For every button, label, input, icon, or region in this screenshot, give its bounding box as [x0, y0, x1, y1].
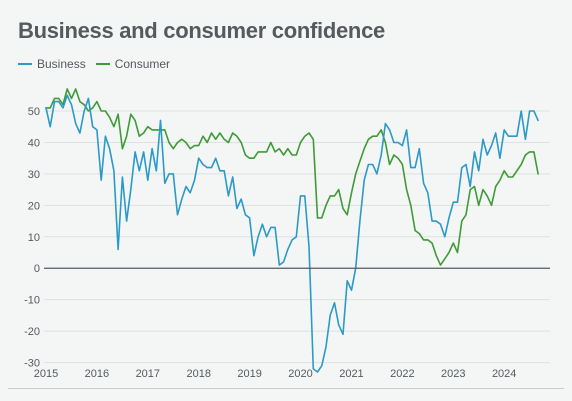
x-tick-label-2018: 2018: [186, 368, 210, 380]
x-tick-label-2021: 2021: [339, 368, 363, 380]
legend: Business Consumer: [18, 57, 170, 71]
y-tick-label-50: 50: [28, 106, 40, 118]
y-tick-label--30: -30: [24, 358, 40, 370]
x-tick-label-2023: 2023: [441, 368, 465, 380]
x-tick-label-2017: 2017: [136, 368, 160, 380]
y-tick-label--20: -20: [24, 326, 40, 338]
series-line-consumer: [45, 88, 539, 266]
y-tick-label-0: 0: [34, 263, 40, 275]
x-tick-label-2020: 2020: [288, 368, 312, 380]
x-tick-label-2015: 2015: [34, 368, 58, 380]
legend-item-business: Business: [18, 57, 86, 71]
y-tick-label-40: 40: [28, 137, 40, 149]
legend-item-consumer: Consumer: [95, 57, 171, 71]
y-tick-label-20: 20: [28, 200, 40, 212]
x-tick-label-2022: 2022: [390, 368, 414, 380]
x-tick-label-2016: 2016: [85, 368, 109, 380]
series-line-business: [45, 94, 539, 373]
y-tick-label-10: 10: [28, 232, 40, 244]
legend-label-consumer: Consumer: [114, 57, 171, 71]
y-tick-label--10: -10: [24, 295, 40, 307]
x-tick-label-2019: 2019: [237, 368, 261, 380]
bottom-divider: [8, 388, 564, 389]
legend-swatch-consumer: [95, 63, 110, 65]
y-tick-label-30: 30: [28, 169, 40, 181]
legend-swatch-business: [18, 63, 32, 65]
x-tick-label-2024: 2024: [492, 368, 516, 380]
legend-label-business: Business: [37, 57, 86, 71]
chart-title: Business and consumer confidence: [18, 18, 385, 43]
